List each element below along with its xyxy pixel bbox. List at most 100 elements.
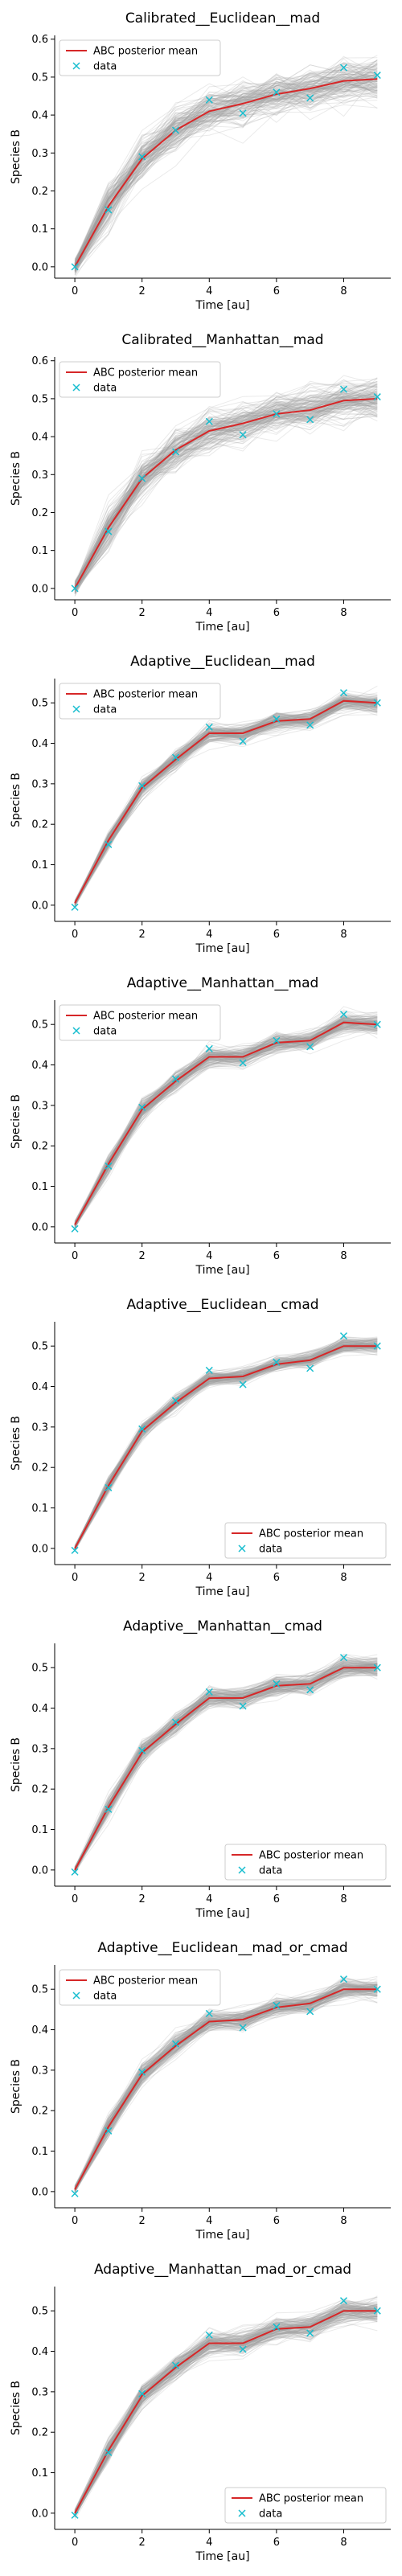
posterior-sample-line: [74, 392, 378, 593]
y-tick-label: 0.5: [31, 72, 48, 84]
posterior-sample-line: [74, 705, 378, 904]
posterior-sample-line: [74, 696, 378, 905]
legend-label-mean: ABC posterior mean: [93, 367, 198, 379]
posterior-sample-line: [74, 86, 378, 266]
posterior-sample-line: [74, 699, 378, 905]
posterior-sample-line: [74, 1344, 378, 1549]
posterior-sample-line: [74, 700, 378, 904]
posterior-sample-line: [74, 1339, 378, 1548]
y-tick-label: 0.4: [31, 1703, 48, 1715]
posterior-sample-line: [74, 2304, 378, 2514]
posterior-sample-line: [74, 1983, 378, 2188]
posterior-sample-line: [74, 399, 378, 592]
posterior-sample-line: [74, 72, 378, 260]
posterior-sample-line: [74, 698, 378, 903]
posterior-sample-line: [74, 1989, 378, 2189]
legend-data-swatch: [72, 705, 80, 713]
posterior-sample-line: [74, 388, 378, 586]
posterior-sample-line: [74, 68, 378, 265]
posterior-sample-line: [74, 2302, 378, 2510]
posterior-sample-line: [74, 1346, 378, 1551]
posterior-sample-line: [74, 701, 378, 902]
posterior-sample-line: [74, 61, 378, 267]
posterior-sample-line: [74, 1666, 378, 1874]
posterior-sample-line: [74, 1029, 378, 1227]
legend-box: [59, 1004, 221, 1041]
posterior-sample-line: [74, 2316, 378, 2511]
y-tick-label: 0.5: [31, 698, 48, 710]
data-markers: [71, 1332, 381, 1554]
posterior-sample-line: [74, 706, 378, 909]
posterior-sample-line: [74, 1028, 378, 1229]
posterior-sample-line: [74, 1667, 378, 1870]
posterior-sample-line: [74, 1670, 378, 1873]
posterior-sample-line: [74, 1662, 378, 1871]
y-tick-label: 0.1: [31, 224, 48, 236]
legend: ABC posterior mean data: [224, 2487, 387, 2524]
posterior-sample-line: [74, 1660, 378, 1868]
posterior-sample-line: [74, 1339, 378, 1548]
posterior-sample-line: [74, 82, 378, 267]
y-tick-label: 0.4: [31, 1381, 48, 1393]
posterior-sample-line: [74, 695, 378, 903]
posterior-sample-line: [74, 68, 378, 266]
posterior-sample-line: [74, 1011, 378, 1224]
posterior-sample-line: [74, 2302, 378, 2512]
data-point: [105, 206, 113, 214]
posterior-sample-line: [74, 1990, 378, 2193]
posterior-sample-line: [74, 55, 378, 262]
posterior-sample-line: [74, 397, 378, 589]
x-tick-label: 6: [273, 2537, 280, 2549]
posterior-sample-line: [74, 1992, 378, 2190]
posterior-sample-line: [74, 1983, 378, 2189]
data-point: [306, 2329, 314, 2337]
posterior-sample-line: [74, 73, 378, 272]
posterior-sample-line: [74, 1983, 378, 2190]
posterior-sample-line: [74, 1980, 378, 2188]
posterior-sample-line: [74, 2315, 378, 2519]
data-point: [306, 1364, 314, 1372]
legend-label-mean: ABC posterior mean: [93, 689, 198, 701]
data-point: [105, 527, 113, 535]
posterior-sample-line: [74, 1983, 378, 2190]
posterior-sample-line: [74, 699, 378, 902]
x-tick-label: 4: [206, 1893, 212, 1905]
y-tick-label: 0.3: [31, 2065, 48, 2077]
posterior-sample-line: [74, 701, 378, 906]
posterior-sample-line: [74, 393, 378, 589]
posterior-sample-line: [74, 1344, 378, 1550]
posterior-sample-line: [74, 80, 378, 270]
posterior-sample-line: [74, 1341, 378, 1548]
posterior-sample-line: [74, 392, 378, 581]
posterior-sample-line: [74, 1017, 378, 1222]
posterior-sample-line: [74, 2304, 378, 2517]
data-point: [105, 1162, 113, 1170]
posterior-sample-line: [74, 1991, 378, 2191]
posterior-sample-line: [74, 2303, 378, 2509]
posterior-sample-line: [74, 402, 378, 588]
y-tick-label: 0.2: [31, 1462, 48, 1475]
posterior-sample-line: [74, 379, 378, 586]
posterior-sample-line: [74, 1983, 378, 2190]
posterior-sample-line: [74, 1344, 378, 1550]
posterior-sample-line: [74, 1022, 378, 1222]
y-tick-label: 0.6: [31, 355, 48, 367]
legend: ABC posterior mean data: [59, 1969, 221, 2006]
posterior-sample-line: [74, 1015, 378, 1222]
posterior-sample-line: [74, 62, 378, 265]
posterior-sample-line: [74, 80, 378, 276]
posterior-sample-line: [74, 55, 378, 266]
posterior-sample-line: [74, 1020, 378, 1226]
posterior-sample-line: [74, 1990, 378, 2192]
data-point: [239, 431, 247, 439]
legend: ABC posterior mean data: [59, 1004, 221, 1041]
legend-box: [59, 39, 221, 76]
posterior-sample-line: [74, 1667, 378, 1869]
posterior-sample-line: [74, 1348, 378, 1549]
posterior-sample-line: [74, 1343, 378, 1550]
posterior-sample-line: [74, 2314, 378, 2514]
posterior-sample-line: [74, 1015, 378, 1225]
posterior-sample-line: [74, 86, 378, 276]
posterior-sample-line: [74, 1671, 378, 1873]
posterior-sample-line: [74, 2297, 378, 2517]
